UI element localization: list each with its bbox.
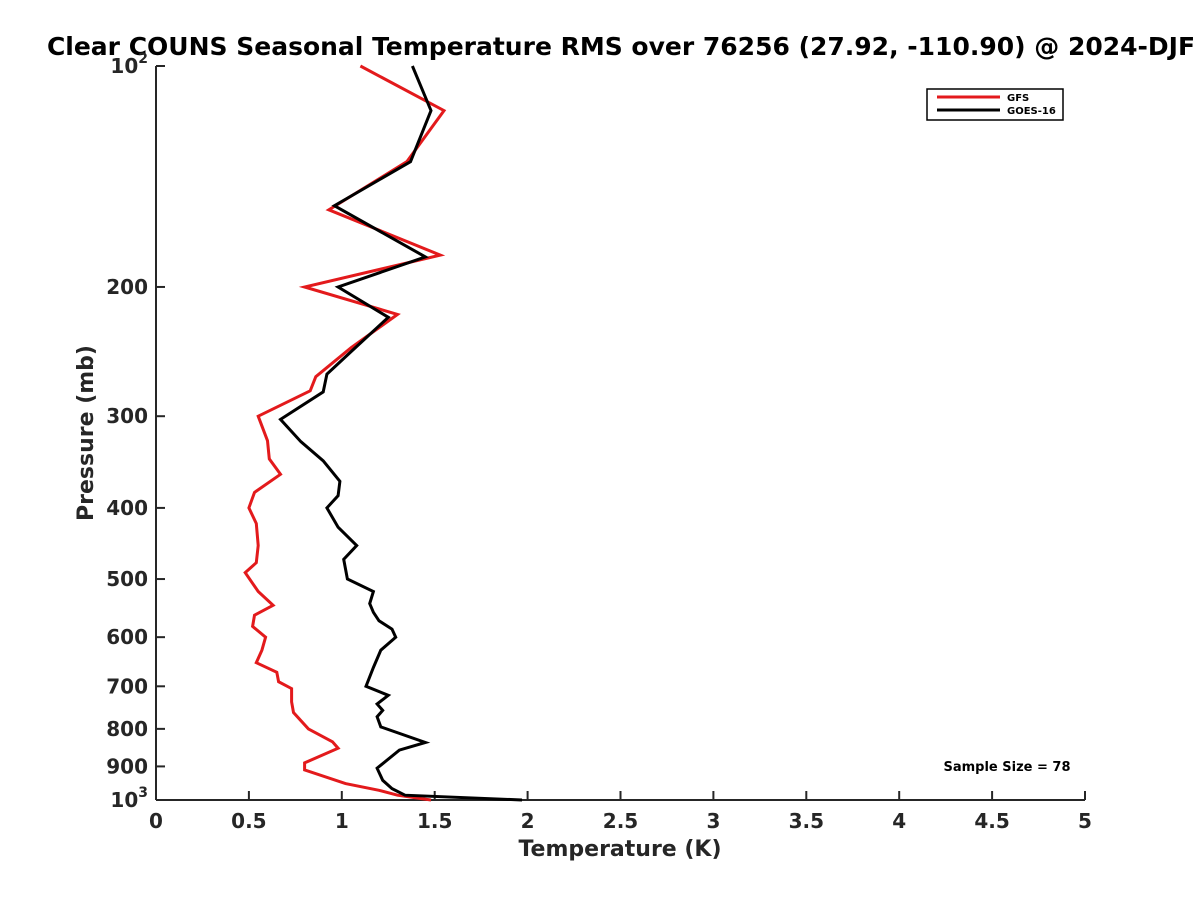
x-tick-label: 1.5 [417,809,452,833]
series-layer [243,64,523,802]
legend-box [926,88,1064,121]
x-tick-label: 0 [149,809,163,833]
y-axis-ticks: 102 200 300 400 500 600 700 800 900 103 [106,51,165,812]
y-tick-label: 200 [106,275,148,299]
plot-area [155,66,1085,801]
x-axis-label: Temperature (K) [518,837,721,862]
y-tick-label: 103 [110,785,148,812]
x-tick-label: 2.5 [603,809,638,833]
y-tick-label: 900 [106,754,148,778]
x-tick-label: 3 [706,809,720,833]
y-axis-label: Pressure (mb) [74,345,99,521]
x-tick-label: 1 [335,809,349,833]
chart-title: Clear COUNS Seasonal Temperature RMS ove… [47,32,1195,61]
series-line-goes-16 [278,65,523,802]
legend-label-goes-16: GOES-16 [1007,106,1056,117]
y-tick-label: 400 [106,496,148,520]
series-line-gfs [243,64,447,802]
y-tick-label: 700 [106,674,148,698]
legend-label-gfs: GFS [1007,93,1029,104]
y-tick-label: 300 [106,404,148,428]
x-tick-label: 2 [521,809,535,833]
x-tick-label: 4 [892,809,906,833]
legend: GFS GOES-16 [926,88,1064,121]
y-tick-label: 600 [106,625,148,649]
y-tick-label: 800 [106,717,148,741]
y-tick-label: 500 [106,567,148,591]
y-tick-label: 102 [110,51,148,78]
x-tick-label: 5 [1078,809,1092,833]
x-tick-label: 0.5 [231,809,266,833]
x-axis-ticks: 0 0.5 1 1.5 2 2.5 3 3.5 4 4.5 5 [149,791,1092,833]
sample-size-note: Sample Size = 78 [943,760,1070,775]
x-tick-label: 3.5 [789,809,824,833]
x-tick-label: 4.5 [974,809,1009,833]
